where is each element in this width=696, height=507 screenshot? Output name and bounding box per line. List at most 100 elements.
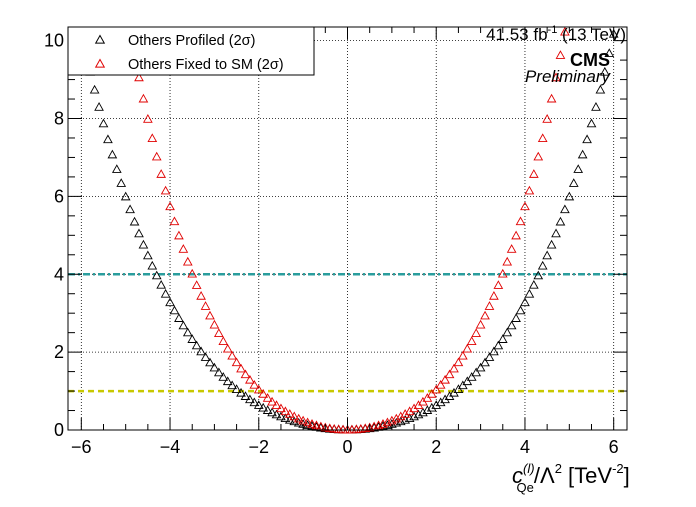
lumi-exponent: -1 — [548, 24, 558, 36]
data-point — [471, 367, 482, 377]
data-point — [378, 419, 388, 428]
grid-lines — [68, 27, 627, 430]
data-point — [387, 415, 397, 425]
data-point — [205, 310, 215, 320]
data-point — [182, 327, 193, 337]
data-point — [466, 372, 477, 381]
data-point — [138, 93, 149, 103]
data-point — [560, 204, 570, 214]
data-point — [413, 409, 424, 419]
data-point — [196, 346, 206, 356]
data-point — [537, 260, 548, 270]
data-point — [284, 409, 295, 418]
y-tick-label: 8 — [54, 109, 64, 129]
x-title-sub: Qe — [517, 480, 534, 495]
data-point — [280, 413, 291, 423]
data-point — [134, 72, 144, 82]
x-title-lambda: /Λ — [534, 463, 555, 488]
data-point — [586, 118, 597, 128]
data-point — [191, 280, 202, 289]
data-point — [591, 102, 601, 111]
x-tick-label: 2 — [431, 437, 441, 457]
data-point — [209, 319, 220, 329]
data-point — [555, 50, 566, 59]
data-point — [298, 415, 308, 425]
data-point — [471, 328, 482, 337]
data-point — [599, 66, 610, 76]
legend-marker — [94, 58, 106, 68]
data-point — [258, 402, 269, 412]
data-point — [582, 134, 592, 144]
data-point — [493, 280, 504, 289]
data-point — [524, 288, 535, 298]
y-tick-label: 2 — [54, 342, 64, 362]
data-point — [196, 291, 206, 300]
legend-label: Others Profiled (2σ) — [128, 33, 255, 49]
data-point — [502, 256, 513, 266]
x-title-unit-pow: -2 — [612, 461, 624, 476]
data-point — [160, 288, 171, 298]
data-point — [253, 384, 264, 394]
x-tick-label: 6 — [609, 437, 619, 457]
data-point — [528, 279, 539, 289]
data-point — [258, 389, 269, 398]
data-point — [262, 393, 273, 402]
data-point — [484, 301, 495, 310]
data-point — [537, 133, 548, 143]
data-point — [289, 416, 300, 426]
data-point — [236, 363, 246, 373]
data-point — [293, 413, 304, 423]
data-point — [240, 369, 251, 379]
data-point — [391, 413, 402, 423]
data-point — [249, 397, 260, 407]
data-point — [404, 406, 415, 416]
data-point — [533, 270, 544, 280]
data-point — [271, 409, 282, 419]
data-point — [227, 350, 238, 360]
data-point — [205, 357, 215, 367]
data-point — [395, 411, 406, 421]
x-tick-label: −2 — [249, 437, 270, 457]
data-point — [480, 310, 490, 320]
axes: −6 −4 −2 0 2 4 6 0 2 4 6 8 10 — [44, 27, 627, 457]
lumi-label: 41.53 fb-1 (13 TeV) — [486, 24, 626, 44]
legend: Others Profiled (2σ) Others Fixed to SM (… — [67, 26, 315, 76]
data-point — [129, 216, 140, 226]
data-point — [187, 268, 198, 278]
data-point — [98, 118, 109, 128]
x-title-sup: (l) — [523, 461, 535, 476]
data-point — [143, 250, 153, 260]
data-point — [253, 400, 264, 409]
data-point — [103, 134, 113, 144]
data-point — [156, 279, 167, 289]
data-point — [200, 352, 211, 361]
data-point — [546, 239, 557, 249]
data-point — [222, 343, 233, 353]
data-point — [178, 320, 189, 330]
data-point — [480, 357, 490, 367]
data-point — [187, 334, 198, 343]
data-point — [444, 369, 455, 379]
data-point — [528, 169, 539, 178]
data-point — [169, 216, 180, 226]
data-point — [231, 384, 242, 393]
data-point — [227, 380, 238, 390]
data-point — [466, 336, 477, 345]
data-point — [502, 327, 513, 337]
data-point — [511, 313, 521, 322]
data-point — [191, 340, 202, 350]
y-tick-label: 0 — [54, 420, 64, 440]
status-label: Preliminary — [525, 67, 612, 86]
data-point — [213, 367, 224, 377]
data-point — [524, 185, 535, 195]
data-point — [169, 305, 180, 315]
data-point — [546, 93, 557, 103]
data-point — [200, 301, 211, 310]
y-tick-label: 10 — [44, 31, 64, 51]
data-point — [231, 357, 242, 367]
data-point — [107, 149, 118, 159]
data-point — [267, 396, 277, 406]
data-point — [533, 151, 544, 161]
data-point — [178, 244, 189, 253]
